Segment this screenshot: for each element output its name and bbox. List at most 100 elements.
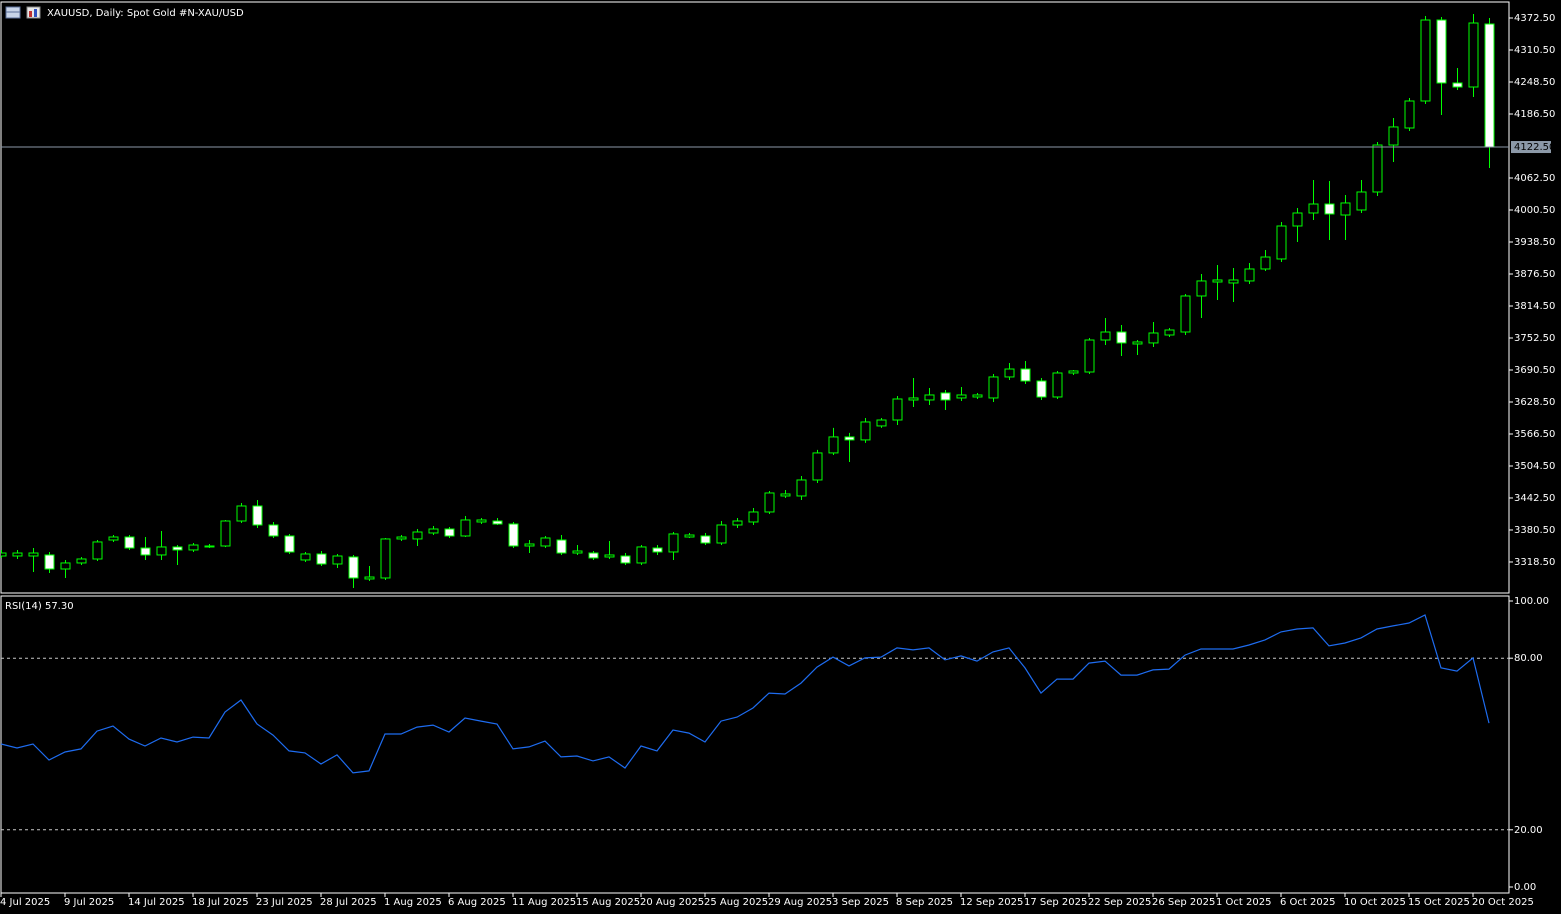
candle-body (348, 556, 359, 579)
candle-body (876, 419, 887, 427)
candle-body (444, 528, 455, 537)
candle-body (572, 550, 583, 554)
candle-body (1420, 19, 1431, 102)
candle-body (332, 555, 343, 565)
y-tick-label: 4372.50 (1514, 13, 1555, 24)
candle-body (396, 536, 407, 540)
candle-body (1436, 19, 1447, 84)
price-pane (0, 1, 1510, 594)
candle-body (1116, 331, 1127, 344)
icon-bar (34, 9, 37, 17)
candle-body (780, 493, 791, 497)
candle-body (44, 554, 55, 570)
x-tick-label: 18 Jul 2025 (192, 897, 249, 908)
x-tick-label: 4 Jul 2025 (0, 897, 50, 908)
candle-body (252, 505, 263, 526)
x-tick-label: 8 Sep 2025 (896, 897, 953, 908)
rsi-title: RSI(14) 57.30 (5, 601, 74, 612)
candle-body (1052, 372, 1063, 398)
rsi-line (1, 614, 1490, 774)
y-tick-label: 3938.50 (1514, 237, 1555, 248)
candle-body (1372, 144, 1383, 193)
candle-body (1404, 100, 1415, 129)
candle-body (924, 394, 935, 401)
x-tick-label: 11 Aug 2025 (512, 897, 576, 908)
candle-body (892, 398, 903, 421)
x-tick-label: 17 Sep 2025 (1024, 897, 1087, 908)
candle-body (988, 376, 999, 399)
x-tick-label: 12 Sep 2025 (960, 897, 1023, 908)
candle-body (956, 394, 967, 399)
candle-body (716, 524, 727, 544)
candle-body (620, 555, 631, 564)
x-tick-label: 14 Jul 2025 (128, 897, 185, 908)
candle-body (108, 536, 119, 541)
icon-bar (29, 11, 32, 17)
y-tick-label: 3814.50 (1514, 301, 1555, 312)
candle-body (1484, 23, 1495, 148)
x-tick-label: 15 Aug 2025 (576, 897, 640, 908)
candle-body (364, 576, 375, 580)
x-tick-label: 26 Sep 2025 (1152, 897, 1215, 908)
x-tick-label: 9 Jul 2025 (64, 897, 114, 908)
y-tick-label: 4062.50 (1514, 173, 1555, 184)
candle-body (268, 524, 279, 537)
y-tick-label: 20.00 (1514, 825, 1543, 836)
candle-body (1004, 368, 1015, 378)
candle-body (1340, 202, 1351, 216)
x-tick-label: 23 Jul 2025 (256, 897, 313, 908)
candle-body (1196, 280, 1207, 297)
candle-body (1068, 370, 1079, 374)
candle-body (844, 436, 855, 441)
x-tick-label: 6 Aug 2025 (448, 897, 506, 908)
x-tick-label: 25 Aug 2025 (704, 897, 768, 908)
x-tick-label: 10 Oct 2025 (1344, 897, 1406, 908)
candles (1, 13, 1495, 588)
candle-body (796, 479, 807, 497)
y-tick-label: 100.00 (1514, 596, 1549, 607)
y-tick-label: 4000.50 (1514, 205, 1555, 216)
y-tick-label: 3628.50 (1514, 397, 1555, 408)
candle-body (1388, 126, 1399, 146)
candle-body (1148, 332, 1159, 344)
candle-body (1292, 212, 1303, 227)
y-tick-label: 80.00 (1514, 653, 1543, 664)
candle-body (124, 536, 135, 549)
candle-body (1308, 203, 1319, 214)
candle-body (1020, 368, 1031, 382)
candle-body (1164, 329, 1175, 336)
y-tick-label: 3752.50 (1514, 333, 1555, 344)
candle-body (284, 535, 295, 553)
candle-body (1036, 380, 1047, 398)
candle-body (1, 552, 7, 557)
x-tick-label: 1 Aug 2025 (384, 897, 442, 908)
candle-body (700, 535, 711, 544)
x-tick-label: 20 Aug 2025 (640, 897, 704, 908)
candle-body (380, 538, 391, 579)
candle-body (1180, 295, 1191, 333)
candle-body (300, 553, 311, 561)
candle-body (940, 392, 951, 401)
candle-body (604, 554, 615, 558)
y-tick-label: 3876.50 (1514, 269, 1555, 280)
candle-body (588, 552, 599, 559)
candle-body (508, 523, 519, 547)
y-tick-label: 0.00 (1514, 882, 1536, 893)
candle-body (524, 543, 535, 547)
candle-body (1132, 341, 1143, 345)
candle-body (908, 397, 919, 401)
candle-body (492, 520, 503, 525)
x-tick-label: 15 Oct 2025 (1408, 897, 1470, 908)
candle-body (1260, 256, 1271, 270)
candle-body (92, 541, 103, 560)
candle-body (732, 520, 743, 526)
candle-body (1100, 331, 1111, 341)
y-tick-label: 3380.50 (1514, 525, 1555, 536)
candle-body (236, 505, 247, 522)
y-tick-label: 4310.50 (1514, 45, 1555, 56)
last-price-label: 4122.50 (1514, 142, 1555, 153)
candle-body (668, 533, 679, 553)
icon-chart (26, 6, 41, 19)
x-tick-label: 22 Sep 2025 (1088, 897, 1151, 908)
